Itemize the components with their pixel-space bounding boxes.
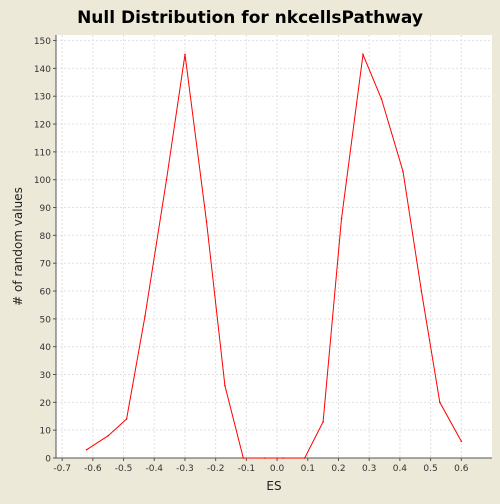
x-tick-label: -0.1	[238, 464, 256, 474]
y-tick-label: 90	[40, 204, 52, 214]
y-tick-label: 150	[34, 37, 51, 47]
data-point	[184, 53, 186, 56]
y-tick-label: 120	[34, 121, 51, 131]
data-point	[263, 457, 266, 459]
data-point	[340, 217, 343, 220]
x-tick-label: 0.1	[301, 464, 315, 474]
y-tick-label: 30	[40, 371, 52, 381]
data-point	[460, 440, 463, 443]
y-tick-label: 130	[34, 93, 51, 103]
y-tick-label: 80	[40, 232, 52, 242]
x-axis-label: ES	[266, 479, 281, 493]
data-point	[402, 170, 404, 173]
data-point	[165, 178, 168, 181]
data-point	[282, 457, 285, 459]
y-tick-label: 60	[40, 288, 52, 298]
data-point	[439, 401, 441, 404]
x-tick-label: -0.2	[207, 464, 225, 474]
data-point	[205, 220, 208, 223]
x-tick-label: 0.2	[331, 464, 345, 474]
x-tick-label: 0.3	[362, 464, 376, 474]
x-tick-label: -0.7	[53, 464, 71, 474]
chart-title: Null Distribution for nkcellsPathway	[77, 8, 423, 28]
y-tick-label: 140	[34, 65, 51, 75]
data-point	[303, 457, 306, 459]
data-point	[125, 418, 128, 420]
y-tick-label: 0	[45, 455, 51, 465]
x-tick-label: -0.5	[115, 464, 133, 474]
series-lines	[85, 52, 463, 459]
plot-area	[56, 35, 492, 458]
x-tick-label: -0.3	[176, 464, 194, 474]
data-point	[85, 448, 88, 451]
data-point	[322, 421, 324, 423]
x-tick-label: 0.4	[393, 464, 408, 474]
tick-labels: -0.7 -0.6 -0.5 -0.4 -0.3 -0.2 -0.1 0.0 0.1 0.2 0.3…	[34, 37, 469, 474]
y-tick-label: 50	[40, 315, 52, 325]
y-tick-label: 100	[34, 176, 51, 186]
data-point	[107, 434, 109, 437]
series-line	[86, 52, 462, 459]
y-axis-label: # of random values	[11, 187, 25, 306]
data-point	[380, 98, 383, 100]
data-point	[420, 290, 423, 292]
x-tick-label: 0.0	[270, 464, 285, 474]
y-tick-label: 40	[40, 343, 52, 353]
y-tick-label: 70	[40, 260, 52, 270]
data-point	[362, 53, 364, 56]
data-point	[144, 315, 146, 317]
x-tick-label: -0.6	[84, 464, 102, 474]
y-tick-label: 20	[40, 399, 52, 409]
data-point	[242, 457, 245, 459]
x-tick-label: -0.4	[145, 464, 163, 474]
x-tick-label: 0.6	[454, 464, 469, 474]
y-tick-label: 110	[34, 148, 51, 158]
y-tick-label: 10	[40, 427, 52, 437]
data-point	[224, 384, 226, 387]
x-tick-label: 0.5	[423, 464, 437, 474]
